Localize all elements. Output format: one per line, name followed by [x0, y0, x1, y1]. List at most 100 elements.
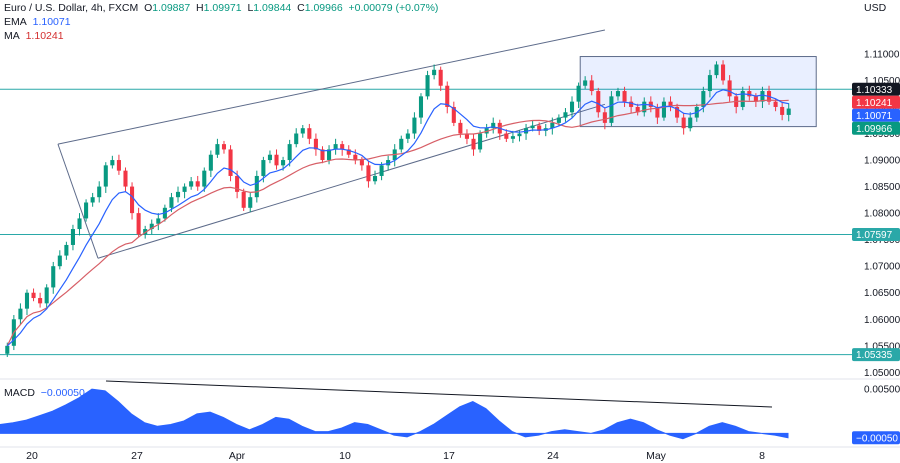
symbol-header: Euro / U.S. Dollar, 4h, FXCM O1.09887 H1…	[4, 2, 438, 14]
macd-label: MACD	[4, 387, 35, 399]
candle-body	[780, 106, 785, 115]
candle-body	[235, 175, 240, 192]
candle-body	[478, 133, 483, 150]
candle-body	[208, 154, 213, 171]
candle-body	[379, 165, 384, 176]
x-tick-label: 8	[759, 450, 765, 462]
x-tick-label: 24	[547, 450, 559, 462]
candle-body	[182, 186, 187, 192]
channel-start-line	[57, 143, 99, 259]
candle-body	[97, 186, 102, 198]
candle-body	[445, 85, 450, 107]
candle-body	[569, 101, 575, 113]
candle-body	[149, 223, 154, 230]
price-badge-label: 1.07597	[856, 230, 893, 241]
price-badge	[852, 121, 900, 135]
candle-body	[707, 75, 712, 92]
open-label: O	[144, 2, 153, 14]
candle-body	[340, 144, 345, 150]
candle-body	[261, 160, 266, 176]
candle-body	[169, 197, 174, 208]
candle-body	[714, 64, 719, 76]
drawings-layer	[57, 29, 817, 259]
macd-trendline	[105, 380, 773, 408]
candle-body	[123, 170, 128, 187]
candle-body	[346, 149, 351, 155]
x-tick-label: 27	[131, 450, 143, 462]
price-badge	[852, 95, 900, 109]
candle-body	[313, 138, 318, 150]
candle-body	[609, 96, 614, 123]
macd-tick-label: 0.00500	[864, 385, 900, 396]
price-badge	[852, 108, 900, 122]
y-tick-label: 1.09000	[864, 156, 900, 167]
candle-body	[721, 64, 726, 81]
candle-body	[143, 229, 148, 235]
x-tick-label: Apr	[229, 450, 246, 462]
candle-body	[254, 175, 259, 198]
candle-body	[399, 138, 404, 150]
candle-body	[51, 266, 56, 288]
candle-body	[64, 244, 69, 256]
open-value: 1.09887	[152, 2, 191, 14]
y-tick-label: 1.05500	[864, 341, 900, 352]
candle-body	[517, 133, 522, 137]
macd-badge-label: −0.00050	[856, 433, 898, 444]
candle-body	[110, 160, 115, 166]
channel-upper-line	[57, 29, 606, 145]
candle-body	[530, 125, 535, 129]
candle-body	[307, 128, 312, 139]
candle-body	[405, 133, 410, 139]
macd-badge	[852, 431, 900, 445]
candle-body	[464, 133, 469, 139]
candle-body	[471, 138, 476, 150]
y-tick-label: 1.08500	[864, 182, 900, 193]
candle-body	[635, 106, 640, 113]
candle-body	[642, 101, 647, 113]
candle-body	[753, 96, 758, 102]
ema-legend[interactable]: EMA 1.10071	[4, 16, 71, 28]
ma-line	[6, 99, 789, 347]
ma-legend[interactable]: MA 1.10241	[4, 30, 64, 42]
candle-body	[425, 75, 430, 97]
ema-line	[6, 89, 789, 347]
candle-body	[727, 80, 732, 97]
candle-body	[740, 91, 745, 107]
candle-body	[681, 117, 686, 129]
candle-body	[688, 117, 693, 129]
macd-legend[interactable]: MACD −0.00050	[4, 387, 85, 399]
candle-body	[583, 80, 588, 86]
candle-body	[458, 122, 463, 134]
candle-body	[412, 117, 417, 134]
candle-body	[602, 112, 607, 123]
candle-body	[294, 133, 299, 145]
candle-body	[556, 117, 561, 123]
candle-body	[274, 154, 279, 166]
channel-lower-line	[97, 103, 606, 259]
candle-body	[386, 160, 391, 166]
close-value: 1.09966	[304, 2, 343, 14]
candle-body	[90, 197, 95, 203]
symbol-title: Euro / U.S. Dollar, 4h, FXCM	[4, 2, 139, 14]
candle-body	[300, 128, 305, 134]
macd-value: −0.00050	[40, 387, 85, 399]
ma-label: MA	[4, 30, 20, 42]
candle-body	[760, 91, 765, 102]
candle-body	[747, 91, 752, 97]
candle-body	[5, 345, 10, 354]
candle-body	[156, 218, 161, 224]
candle-body	[320, 149, 325, 161]
y-tick-label: 1.06500	[864, 288, 900, 299]
candle-body	[175, 191, 181, 198]
moving-average-lines	[6, 89, 789, 347]
candle-body	[563, 112, 568, 118]
price-badge-label: 1.10071	[856, 111, 893, 122]
candle-body	[287, 144, 292, 161]
price-badge-label: 1.09966	[856, 124, 893, 135]
candle-body	[136, 213, 141, 235]
x-tick-label: 17	[443, 450, 455, 462]
candle-body	[491, 122, 496, 129]
y-tick-label: 1.08000	[864, 209, 900, 220]
